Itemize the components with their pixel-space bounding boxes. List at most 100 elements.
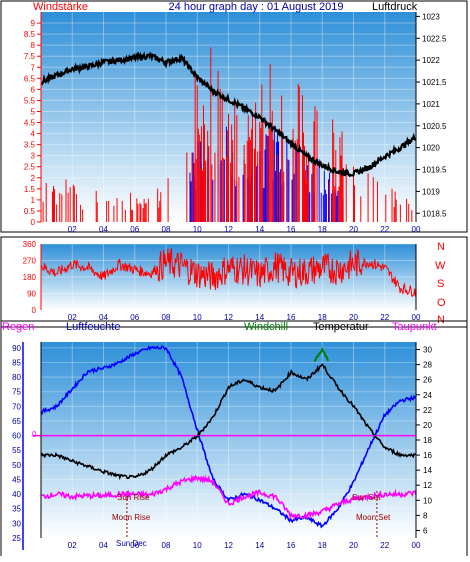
- bot-x-tick-label: 08: [162, 541, 171, 550]
- bot-right-tick-label: 30: [423, 346, 432, 355]
- bot-right-tick-label: 18: [423, 436, 432, 445]
- bot-x-tick-label: 04: [99, 541, 108, 550]
- bot-left-tick-label: 80: [12, 373, 21, 382]
- top-left-tick-label: 1.5: [24, 185, 36, 194]
- top-right-tick-label: 1021: [422, 100, 440, 109]
- bot-right-tick-label: 24: [423, 391, 432, 400]
- pressure-line: [40, 50, 417, 178]
- top-right-tick-label: 1022: [422, 56, 440, 65]
- bot-right-tick-label: 8: [423, 511, 428, 520]
- top-x-tick-label: 08: [162, 225, 171, 234]
- dir-letter-o: O: [437, 297, 446, 309]
- bot-left-tick-label: 30: [12, 519, 21, 528]
- top-left-tick-label: 2.5: [24, 163, 36, 172]
- top-right-tick-label: 1020.5: [422, 122, 447, 131]
- top-right-tick-label: 1019: [422, 187, 440, 196]
- top-title: 24 hour graph day : 01 August 2019: [169, 1, 344, 13]
- annot-sun-dec: Sun Dec: [116, 539, 147, 548]
- top-left-tick-label: 6: [31, 85, 36, 94]
- bot-right-tick-label: 16: [423, 451, 432, 460]
- mid-y-tick-label: 0: [32, 306, 37, 315]
- top-right-tick-label: 1023: [422, 12, 440, 21]
- bot-x-tick-label: 20: [349, 541, 358, 550]
- mid-x-tick-label: 10: [193, 313, 202, 322]
- top-x-tick-label: 06: [130, 225, 139, 234]
- bot-x-tick-label: 12: [224, 541, 233, 550]
- top-x-tick-label: 14: [255, 225, 264, 234]
- label-taupunkt: Taupunkt: [392, 321, 437, 333]
- mid-x-tick-label: 06: [130, 313, 139, 322]
- top-left-tick-label: 4.5: [24, 119, 36, 128]
- label-temperatur: Temperatur: [313, 321, 369, 333]
- top-left-tick-label: 3: [31, 152, 36, 161]
- top-left-tick-label: 0.5: [24, 207, 36, 216]
- top-left-tick-label: 7.5: [24, 52, 36, 61]
- dir-letter-s: S: [437, 278, 444, 290]
- dir-letter-n-top: N: [437, 241, 445, 253]
- top-left-tick-label: 0: [31, 218, 36, 227]
- top-left-tick-label: 8.5: [24, 30, 36, 39]
- label-windchill: Windchill: [244, 321, 288, 333]
- mid-y-tick-label: 180: [23, 273, 37, 282]
- top-left-label: Windstärke: [33, 1, 88, 13]
- label-luftfeuchte: Luftfeuchte: [66, 321, 120, 333]
- bot-right-tick-label: 22: [423, 406, 432, 415]
- windchill-line: [313, 346, 330, 363]
- annot-moon-rise: Moon Rise: [112, 513, 151, 522]
- top-right-tick-label: 1018.5: [422, 209, 447, 218]
- top-right-tick-label: 1019.5: [422, 166, 447, 175]
- bot-x-tick-label: 18: [318, 541, 327, 550]
- mid-x-tick-label: 20: [349, 313, 358, 322]
- top-x-tick-label: 10: [193, 225, 202, 234]
- bot-right-tick-label: 28: [423, 361, 432, 370]
- bot-right-tick-label: 26: [423, 376, 432, 385]
- bot-left-tick-label: 35: [12, 505, 21, 514]
- bot-right-tick-label: 14: [423, 466, 432, 475]
- bot-x-tick-label: 00: [412, 541, 421, 550]
- top-right-tick-label: 1022.5: [422, 34, 447, 43]
- mid-y-tick-label: 270: [23, 257, 37, 266]
- mid-y-tick-label: 360: [23, 240, 37, 249]
- top-right-tick-label: 1020: [422, 144, 440, 153]
- bot-x-tick-label: 10: [193, 541, 202, 550]
- top-left-tick-label: 8: [31, 41, 36, 50]
- bot-x-tick-label: 16: [287, 541, 296, 550]
- bot-left-tick-label: 55: [12, 446, 21, 455]
- wind-direction-chart: 0 90 180 270 360 02 04 06 08 10 12 14 16 18 20 22 00 N W…: [0, 236, 468, 328]
- bot-right-tick-label: 10: [423, 496, 432, 505]
- bot-left-tick-label: 50: [12, 461, 21, 470]
- top-left-tick-label: 5.5: [24, 96, 36, 105]
- top-x-tick-label: 00: [412, 225, 421, 234]
- annot-moon-set: Moon Set: [356, 513, 391, 522]
- dir-letter-w: W: [435, 260, 446, 272]
- annot-sun-rise: Sun Rise: [117, 493, 150, 502]
- mid-x-tick-label: 14: [255, 313, 264, 322]
- top-border: [0, 0, 468, 233]
- label-regen: Regen: [2, 321, 34, 333]
- bot-left-tick-label: 70: [12, 402, 21, 411]
- top-left-tick-label: 9: [31, 19, 36, 28]
- wind-pressure-chart: 00.511.522.533.544.555.566.577.588.59101…: [0, 0, 468, 234]
- top-x-tick-label: 16: [287, 225, 296, 234]
- top-left-tick-label: 3.5: [24, 141, 36, 150]
- mid-x-tick-label: 16: [287, 313, 296, 322]
- mid-y-tick-label: 90: [27, 290, 36, 299]
- top-right-label: Luftdruck: [372, 1, 418, 13]
- bot-x-tick-label: 14: [255, 541, 264, 550]
- top-x-tick-label: 18: [318, 225, 327, 234]
- mid-x-tick-label: 00: [412, 313, 421, 322]
- bot-right-tick-label: 6: [423, 526, 428, 535]
- top-x-tick-label: 22: [380, 225, 389, 234]
- rain-zero-label: 0: [32, 430, 37, 439]
- mid-x-tick-label: 02: [68, 313, 77, 322]
- temp-humidity-chart: 25 30 35 40 45 50 55 60 65 70 75 80 85 90 6 8 10 12 14 16 18…: [0, 320, 468, 556]
- bot-x-tick-label: 02: [68, 541, 77, 550]
- top-x-tick-label: 20: [349, 225, 358, 234]
- top-x-tick-label: 04: [99, 225, 108, 234]
- bot-left-tick-label: 60: [12, 432, 21, 441]
- dir-letter-n-bottom: N: [437, 314, 445, 326]
- bot-left-tick-label: 65: [12, 417, 21, 426]
- mid-x-tick-label: 12: [224, 313, 233, 322]
- mid-x-tick-label: 08: [162, 313, 171, 322]
